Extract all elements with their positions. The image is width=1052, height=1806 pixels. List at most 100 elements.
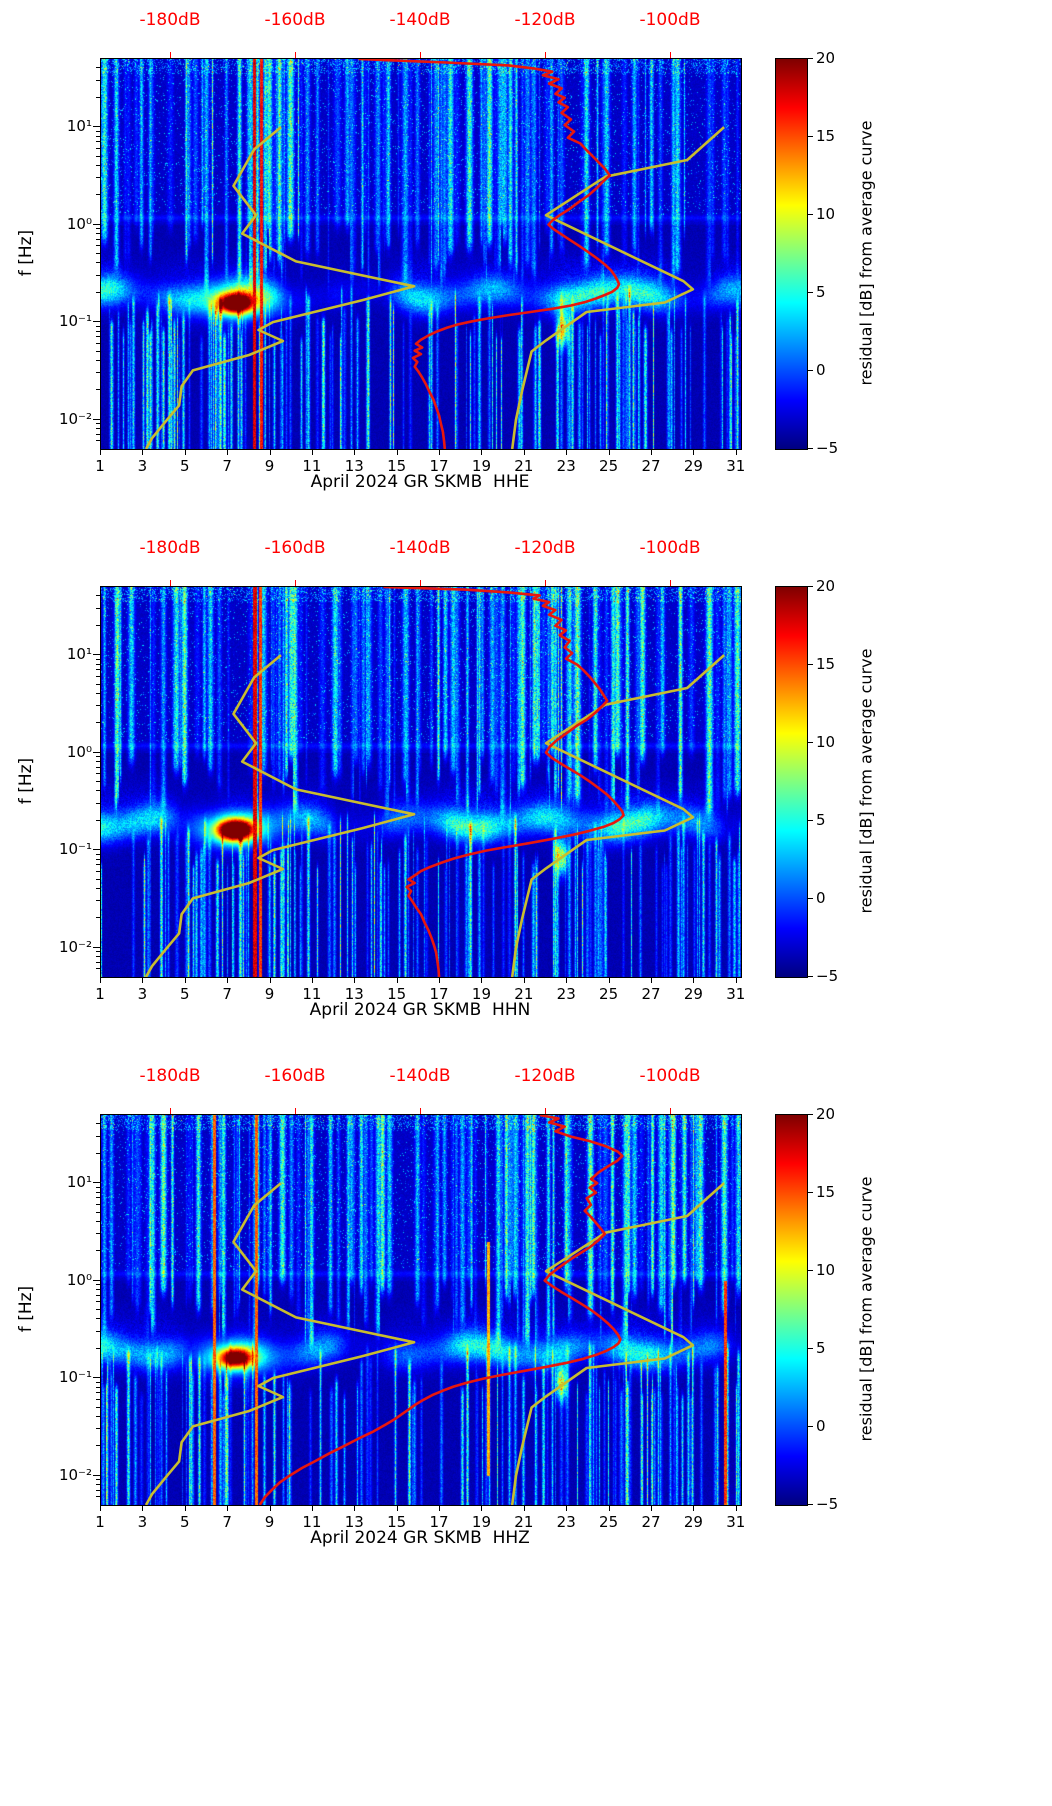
- monthly-median-curve: [383, 587, 625, 977]
- top-db-tick-label: -120dB: [514, 538, 576, 558]
- x-tick: [693, 978, 695, 983]
- low-noise-model-curve: [144, 126, 416, 449]
- colorbar: [775, 586, 808, 978]
- x-tick: [608, 450, 610, 455]
- colorbar-tick-label: 20: [816, 1105, 836, 1123]
- x-tick: [481, 1506, 483, 1511]
- colorbar-tick-label: 15: [816, 1183, 836, 1201]
- top-db-tick-label: -140dB: [389, 10, 451, 30]
- top-db-tick-label: -140dB: [389, 538, 451, 558]
- colorbar-tick: [808, 1348, 813, 1349]
- colorbar-tick: [808, 1270, 813, 1271]
- top-db-tick-label: -160dB: [264, 10, 326, 30]
- y-axis-label: f [Hz]: [16, 1285, 36, 1333]
- y-tick: [93, 1377, 100, 1379]
- x-tick: [608, 978, 610, 983]
- x-tick: [566, 978, 568, 983]
- x-tick: [227, 1506, 229, 1511]
- colorbar-tick: [808, 898, 813, 899]
- colorbar-tick: [808, 664, 813, 665]
- colorbar-tick-label: 10: [816, 733, 836, 751]
- y-tick: [93, 849, 100, 851]
- y-tick-label: 10⁰: [66, 742, 92, 761]
- x-tick: [311, 450, 313, 455]
- top-db-tick-label: -180dB: [139, 1066, 201, 1086]
- y-tick-label: 10⁻¹: [58, 840, 92, 859]
- x-tick: [354, 978, 356, 983]
- colorbar-tick: [808, 448, 813, 449]
- x-axis-label: April 2024 GR SKMB HHZ: [310, 1528, 530, 1548]
- x-tick: [311, 1506, 313, 1511]
- colorbar-tick: [808, 586, 813, 587]
- colorbar-tick-label: 15: [816, 127, 836, 145]
- colorbar-tick-label: −5: [816, 439, 839, 457]
- colorbar-label: residual [dB] from average curve: [856, 1176, 876, 1442]
- x-tick: [650, 978, 652, 983]
- top-db-tick-label: -180dB: [139, 10, 201, 30]
- colorbar-tick: [808, 214, 813, 215]
- x-tick: [439, 1506, 441, 1511]
- y-tick-label: 10⁻²: [58, 409, 92, 428]
- colorbar-tick: [808, 1114, 813, 1115]
- spectrogram-panel-hhz: 1 3 5 7 9 11 13 15 17 19 21 23 25 27 29 31 10⁻² 10⁻¹ 10⁰ 10…: [0, 1056, 1052, 1584]
- y-tick-label: 10⁰: [66, 1270, 92, 1289]
- x-axis-label: April 2024 GR SKMB HHE: [310, 472, 530, 492]
- colorbar-tick-label: 20: [816, 577, 836, 595]
- top-db-tick-label: -120dB: [514, 1066, 576, 1086]
- x-tick: [481, 450, 483, 455]
- y-tick-label: 10⁻¹: [58, 1368, 92, 1387]
- x-tick: [184, 1506, 186, 1511]
- colorbar-label: residual [dB] from average curve: [856, 120, 876, 386]
- x-tick: [100, 978, 101, 983]
- y-tick: [93, 1279, 100, 1281]
- y-tick: [93, 126, 100, 128]
- x-tick: [354, 450, 356, 455]
- low-noise-model-curve: [144, 1182, 416, 1505]
- colorbar-tick-label: 0: [816, 361, 826, 379]
- x-tick: [227, 978, 229, 983]
- y-tick-label: 10⁻²: [58, 937, 92, 956]
- curves-overlay: [144, 59, 725, 449]
- colorbar-tick-label: −5: [816, 967, 839, 985]
- x-axis-label: April 2024 GR SKMB HHN: [309, 1000, 531, 1020]
- x-tick: [354, 1506, 356, 1511]
- x-tick: [396, 1506, 398, 1511]
- low-noise-model-curve: [144, 654, 416, 977]
- x-tick: [100, 1506, 101, 1511]
- x-tick: [566, 450, 568, 455]
- colorbar-tick-label: 5: [816, 811, 826, 829]
- x-tick: [439, 450, 441, 455]
- y-tick: [93, 751, 100, 753]
- y-tick: [93, 418, 100, 420]
- x-tick: [566, 1506, 568, 1511]
- y-axis-label: f [Hz]: [16, 229, 36, 277]
- y-tick-label: 10¹: [66, 117, 92, 136]
- y-tick: [93, 321, 100, 323]
- x-tick: [650, 1506, 652, 1511]
- colorbar-tick: [808, 820, 813, 821]
- x-tick: [269, 450, 271, 455]
- colorbar-tick-label: 15: [816, 655, 836, 673]
- colorbar-tick-label: 20: [816, 49, 836, 67]
- colorbar-tick: [808, 58, 813, 59]
- x-tick: [523, 450, 525, 455]
- y-tick: [93, 223, 100, 225]
- colorbar-tick: [808, 370, 813, 371]
- y-tick-label: 10⁰: [66, 214, 92, 233]
- monthly-median-curve: [358, 59, 621, 449]
- x-tick: [184, 450, 186, 455]
- x-tick: [396, 450, 398, 455]
- monthly-median-curve: [258, 1115, 624, 1505]
- colorbar-tick-label: 10: [816, 1261, 836, 1279]
- y-tick-label: 10⁻²: [58, 1465, 92, 1484]
- x-tick: [269, 978, 271, 983]
- x-tick: [184, 978, 186, 983]
- y-tick: [93, 1182, 100, 1184]
- top-db-tick-label: -120dB: [514, 10, 576, 30]
- colorbar-tick: [808, 292, 813, 293]
- curves-overlay: [144, 587, 725, 977]
- colorbar-tick: [808, 136, 813, 137]
- plot-area: [100, 586, 742, 978]
- spectrogram-canvas: [101, 1115, 741, 1505]
- x-tick: [142, 1506, 144, 1511]
